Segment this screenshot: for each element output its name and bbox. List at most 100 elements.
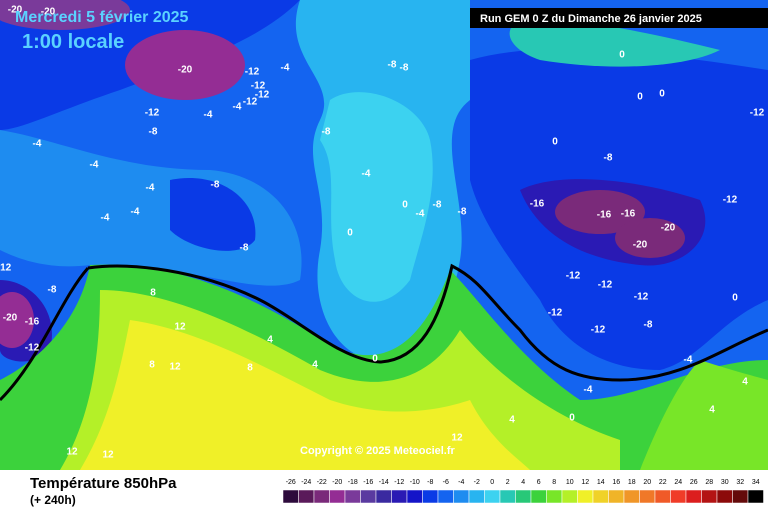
contour-label: -4	[204, 110, 213, 121]
contour-label: 0	[402, 200, 408, 211]
contour-line	[87, 263, 768, 382]
contour-label: -8	[644, 320, 653, 331]
contour-label: -8	[322, 127, 331, 138]
cold-core	[555, 190, 645, 234]
legend-swatch	[561, 489, 578, 504]
legend-swatch	[313, 489, 330, 504]
legend-swatch	[623, 489, 640, 504]
contour-label: -4	[131, 207, 140, 218]
legend-swatch	[530, 489, 547, 504]
field-title: Température 850hPa	[30, 475, 177, 492]
legend-swatch	[592, 489, 609, 504]
legend-swatch	[608, 489, 625, 504]
legend-swatch	[282, 489, 299, 504]
legend-tick-label: -6	[443, 479, 449, 486]
contour-label: -4	[684, 355, 693, 366]
contour-label: -16	[597, 210, 612, 221]
legend-swatch	[453, 489, 470, 504]
legend-swatch	[654, 489, 671, 504]
contour-label: -12	[591, 325, 606, 336]
contour-label: 0	[552, 137, 558, 148]
time: 1:00 locale	[22, 31, 124, 53]
legend-tick-label: 20	[643, 479, 651, 486]
contour-label: -8	[433, 200, 442, 211]
contour-label: 0	[619, 50, 625, 61]
contour-labels: -20 -20 -20 -12 -12 -4 -12 -12 -4 -4 -12 -8 -4 -4 -4 -8…	[0, 5, 765, 461]
contour-label: -12	[245, 67, 260, 78]
legend: -26 -24 -22 -20 -18 -16 -14 -12 -10 -8 -6 -4 -2 0 2 4 6 8…	[282, 479, 764, 504]
copyright: Copyright © 2025 Meteociel.fr	[300, 445, 456, 457]
legend-tick-label: 8	[552, 479, 556, 486]
contour-label: -20	[41, 7, 56, 18]
contour-label: -12	[723, 195, 738, 206]
legend-tick-label: 6	[537, 479, 541, 486]
legend-swatch	[484, 489, 501, 504]
cold-core	[0, 0, 130, 30]
contour-label: 12	[66, 447, 78, 458]
contour-label: -8	[388, 60, 397, 71]
contour-label: -8	[400, 63, 409, 74]
contour-label: -4	[33, 139, 42, 150]
contour-label: -20	[3, 313, 18, 324]
contour-label: -20	[661, 223, 676, 234]
contour-label: -4	[416, 209, 425, 220]
contour-label: 0	[347, 228, 353, 239]
legend-swatch	[577, 489, 594, 504]
legend-swatch	[747, 489, 764, 504]
contour-label: -12	[255, 90, 270, 101]
contour-label: -4	[362, 169, 371, 180]
contour-label: 4	[312, 360, 318, 371]
legend-tick-label: 22	[659, 479, 667, 486]
legend-tick-label: -16	[363, 479, 373, 486]
mild-region	[320, 92, 433, 302]
legend-swatch	[732, 489, 749, 504]
legend-tick-label: -2	[474, 479, 480, 486]
legend-tick-label: 32	[736, 479, 744, 486]
legend-tick-label: 34	[752, 479, 760, 486]
legend-swatch	[344, 489, 361, 504]
legend-swatch	[437, 489, 454, 504]
legend-swatch	[701, 489, 718, 504]
legend-swatch	[406, 489, 423, 504]
legend-tick-label: 28	[705, 479, 713, 486]
legend-swatch	[391, 489, 408, 504]
legend-tick-label: 18	[628, 479, 636, 486]
contour-label: 12	[174, 322, 186, 333]
contour-label: 4	[267, 335, 273, 346]
contour-label: 8	[150, 288, 156, 299]
contour-label: -8	[604, 153, 613, 164]
date: Mercredi 5 février 2025	[15, 9, 189, 26]
contour-label: 0	[732, 293, 738, 304]
legend-swatch	[375, 489, 392, 504]
legend-swatch	[468, 489, 485, 504]
contour-label: -12	[566, 271, 581, 282]
contour-label: -20	[178, 65, 193, 76]
contour-label: -16	[621, 209, 636, 220]
legend-tick-label: -20	[332, 479, 342, 486]
legend-tick-label: 0	[490, 479, 494, 486]
contour-label: -4	[233, 102, 242, 113]
legend-swatch	[298, 489, 315, 504]
contour-label: 12	[102, 450, 114, 461]
legend-tick-label: 2	[506, 479, 510, 486]
run-box	[470, 8, 768, 28]
legend-tick-label: -4	[458, 479, 464, 486]
contour-line	[0, 267, 90, 402]
legend-tick-label: -8	[427, 479, 433, 486]
cold-core	[125, 30, 245, 100]
contour-label: -4	[281, 63, 290, 74]
contour-label: -12	[598, 280, 613, 291]
contour-label: 4	[742, 377, 748, 388]
legend-swatch	[360, 489, 377, 504]
contour-label: -20	[633, 240, 648, 251]
cold-core	[615, 218, 685, 258]
contour-label: -8	[149, 127, 158, 138]
contour-label: 0	[569, 413, 575, 424]
legend-swatch	[685, 489, 702, 504]
contour-label: -12	[548, 308, 563, 319]
contour-label: -8	[458, 207, 467, 218]
legend-swatch	[515, 489, 532, 504]
contour-label: -20	[8, 5, 23, 16]
legend-tick-label: -26	[286, 479, 296, 486]
